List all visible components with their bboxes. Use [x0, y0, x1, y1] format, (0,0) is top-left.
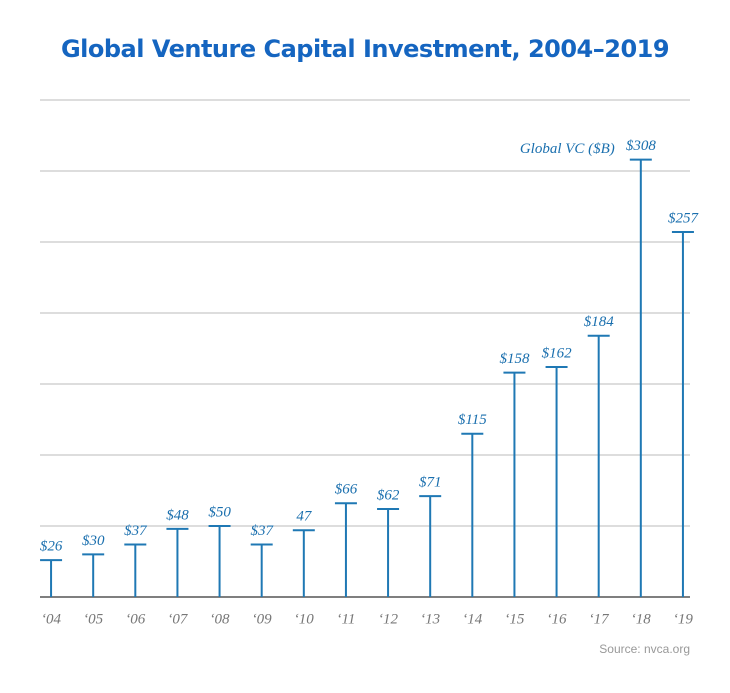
value-label: $37 [124, 523, 148, 539]
value-label: $71 [419, 475, 442, 491]
bar [250, 543, 273, 597]
x-tick-label: ‘09 [252, 611, 272, 627]
bar [82, 553, 105, 597]
x-tick-label: ‘18 [631, 611, 651, 627]
x-tick-label: ‘10 [294, 611, 314, 627]
x-tick-label: ‘05 [83, 611, 103, 627]
bar [124, 543, 147, 597]
x-tick-label: ‘14 [462, 611, 482, 627]
legend-label: Global VC ($B) [520, 141, 615, 157]
x-tick-label: ‘16 [547, 611, 567, 627]
value-label: $66 [335, 482, 358, 498]
value-label: $48 [166, 507, 189, 523]
bar [166, 527, 189, 597]
value-label: $308 [626, 138, 657, 154]
value-label: $37 [250, 523, 274, 539]
bar [334, 502, 357, 597]
x-tick-label: ‘17 [589, 611, 610, 627]
value-label: $50 [208, 504, 231, 520]
x-tick-label: ‘08 [210, 611, 230, 627]
value-label: 47 [296, 509, 313, 525]
bar [419, 495, 442, 597]
value-label: $184 [584, 314, 615, 330]
bar [40, 559, 63, 597]
x-tick-label: ‘04 [41, 611, 61, 627]
x-tick-label: ‘11 [336, 611, 355, 627]
x-tick-label: ‘06 [125, 611, 145, 627]
bar [377, 507, 400, 597]
value-label: $158 [499, 351, 530, 367]
x-tick-label: ‘07 [167, 611, 188, 627]
bar [208, 525, 231, 597]
value-label: $62 [377, 487, 400, 503]
value-label: $257 [668, 210, 700, 226]
bar [292, 529, 315, 597]
bar [671, 231, 694, 597]
bar [629, 158, 652, 597]
source: Source: nvca.org [599, 642, 690, 656]
value-label: $162 [542, 345, 573, 361]
bar [545, 365, 568, 597]
bar [587, 334, 610, 597]
value-label: $115 [458, 412, 487, 428]
x-tick-label: ‘19 [673, 611, 693, 627]
bar [461, 432, 484, 597]
value-label: $26 [40, 539, 63, 555]
x-tick-label: ‘13 [420, 611, 440, 627]
x-tick-label: ‘15 [504, 611, 524, 627]
value-label: $30 [82, 533, 105, 549]
chart-title: Global Venture Capital Investment, 2004–… [61, 35, 669, 63]
x-tick-label: ‘12 [378, 611, 398, 627]
bar [503, 371, 526, 597]
